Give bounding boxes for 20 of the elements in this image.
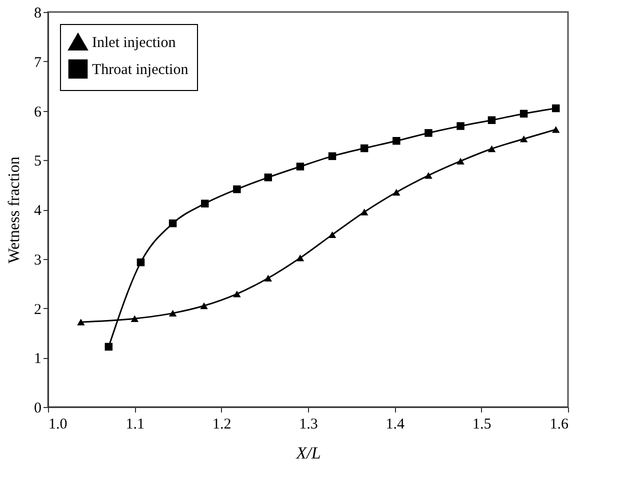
x-tick-label: 1.5 bbox=[472, 416, 492, 432]
y-tick-label: 0 bbox=[34, 400, 42, 416]
x-tick-label: 1.1 bbox=[126, 416, 145, 432]
x-tick-label: 1.4 bbox=[386, 416, 406, 432]
x-tick-label: 1.2 bbox=[212, 416, 232, 432]
x-tick-label: 1.0 bbox=[48, 416, 68, 432]
legend-label: Inlet injection bbox=[92, 35, 176, 51]
x-tick-label: 1.3 bbox=[299, 416, 318, 432]
y-tick-label: 8 bbox=[34, 6, 42, 22]
y-tick-label: 7 bbox=[34, 54, 42, 71]
y-tick-label: 1 bbox=[34, 351, 42, 368]
y-tick-label: 2 bbox=[34, 302, 42, 318]
legend-label: Throat injection bbox=[92, 62, 189, 78]
x-tick-label: 1.6 bbox=[550, 416, 569, 432]
y-tick-label: 4 bbox=[34, 203, 42, 219]
y-axis-title: Wetness fraction bbox=[6, 156, 23, 264]
y-tick-label: 3 bbox=[34, 252, 42, 268]
y-tick-label: 6 bbox=[34, 104, 42, 120]
y-tick-label: 5 bbox=[34, 154, 42, 170]
x-axis-title: X/L bbox=[295, 444, 321, 462]
